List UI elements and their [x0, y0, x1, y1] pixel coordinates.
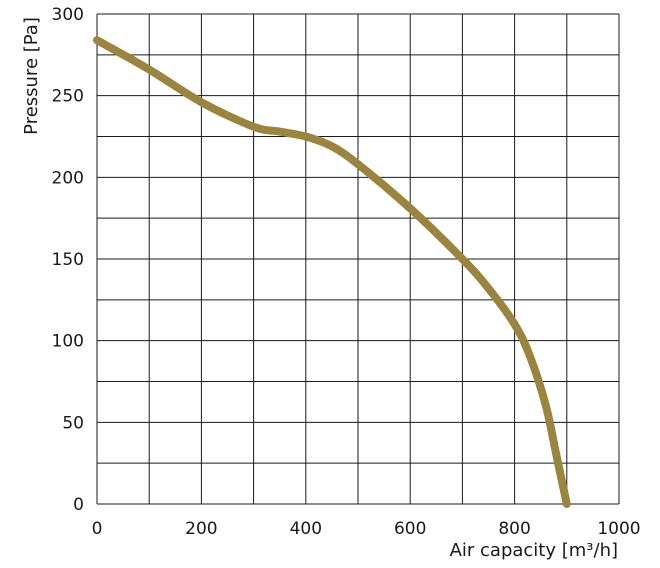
- x-tick-label: 200: [185, 519, 217, 539]
- grid: [96, 13, 620, 505]
- y-tick-labels: 0 50 100 150 200 250 300: [52, 5, 84, 515]
- x-tick-label: 600: [394, 519, 426, 539]
- series-layer: [93, 36, 571, 508]
- y-tick-label: 150: [52, 250, 84, 270]
- y-tick-label: 300: [52, 5, 84, 25]
- x-tick-label: 1000: [597, 519, 640, 539]
- y-tick-label: 100: [52, 332, 84, 352]
- x-tick-labels: 0 200 400 600 800 1000: [92, 519, 641, 539]
- x-tick-label: 0: [92, 519, 103, 539]
- y-tick-label: 200: [52, 168, 84, 188]
- x-tick-label: 800: [498, 519, 530, 539]
- y-tick-label: 250: [52, 87, 84, 107]
- series-line-0: [93, 36, 571, 508]
- y-tick-label: 50: [62, 413, 84, 433]
- y-tick-label: 0: [73, 495, 84, 515]
- x-axis-label: Air capacity [m³/h]: [450, 540, 618, 561]
- x-tick-label: 400: [290, 519, 322, 539]
- y-axis-label: Pressure [Pa]: [21, 17, 42, 135]
